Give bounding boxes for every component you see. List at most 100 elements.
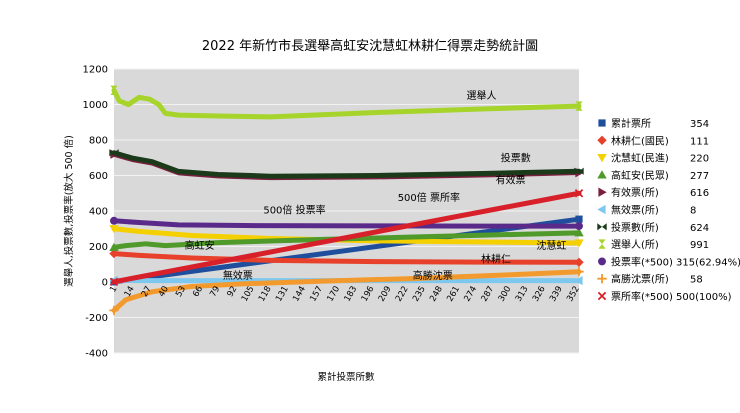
legend-marker-shape xyxy=(597,291,607,301)
legend-label: 高虹安(民眾) xyxy=(611,169,669,182)
legend-value: 315(62.94%) xyxy=(676,257,740,268)
series-line xyxy=(111,251,582,265)
legend-item: 投票數(所) 624 xyxy=(597,221,709,234)
legend-marker xyxy=(597,154,607,163)
data-point xyxy=(574,257,584,267)
legend-value: 616 xyxy=(690,188,709,199)
legend-value: 277 xyxy=(690,171,709,182)
data-point-shape xyxy=(575,101,583,111)
legend-label: 林耕仁(國民) xyxy=(611,134,669,147)
chart-title: 2022 年新竹市長選舉高虹安沈慧虹林耕仁得票走勢統計圖 xyxy=(202,38,538,54)
legend-marker-shape xyxy=(598,119,606,127)
x-tick-label: 53 xyxy=(174,285,188,299)
legend-item: 選舉人(所) 991 xyxy=(598,238,709,251)
x-tick-label: 1 xyxy=(108,285,119,295)
legend-marker-shape xyxy=(597,135,607,145)
legend-item: 無效票(所) 8 xyxy=(597,204,696,217)
data-point xyxy=(109,225,119,234)
data-point xyxy=(575,222,583,231)
legend-marker xyxy=(598,257,606,266)
series-layer xyxy=(109,85,584,316)
data-point-shape xyxy=(109,248,119,259)
series-line xyxy=(111,230,582,250)
series-7 xyxy=(110,85,583,120)
series-line xyxy=(111,150,582,179)
x-tick-label: 27 xyxy=(140,285,154,299)
legend-value: 354 xyxy=(690,119,709,130)
y-tick-label: 1000 xyxy=(83,100,108,111)
annotation-label: 無效票 xyxy=(223,269,253,282)
data-point xyxy=(110,85,118,95)
data-point-shape xyxy=(574,189,584,198)
legend-marker xyxy=(597,223,607,231)
data-point xyxy=(109,277,119,287)
series-6 xyxy=(109,149,584,179)
legend-marker-shape xyxy=(598,257,606,266)
annotation-label: 500倍 投票率 xyxy=(263,204,325,217)
x-tick-label: 14 xyxy=(123,285,137,299)
legend: 累計票所 354 林耕仁(國民) 111 沈慧虹(民進) 220 高虹安(民眾) 277 有效票… xyxy=(597,117,740,303)
annotation-label: 有效票 xyxy=(496,173,526,186)
legend-marker xyxy=(597,204,606,215)
legend-item: 林耕仁(國民) 111 xyxy=(597,134,709,147)
annotation-label: 高勝沈票 xyxy=(413,269,453,282)
legend-marker-shape xyxy=(598,239,606,249)
x-tick-label: 79 xyxy=(208,285,222,299)
legend-value: 500(100%) xyxy=(676,292,732,303)
legend-label: 票所率(*500) xyxy=(611,290,673,303)
annotation-label: 投票數 xyxy=(501,151,531,164)
legend-value: 220 xyxy=(690,154,709,165)
legend-value: 991 xyxy=(690,240,709,251)
legend-label: 無效票(所) xyxy=(611,204,659,217)
data-point-shape xyxy=(574,257,584,267)
legend-marker xyxy=(597,291,607,301)
legend-value: 111 xyxy=(690,136,709,147)
legend-marker-shape xyxy=(597,170,607,179)
series-1 xyxy=(109,248,584,267)
data-point-shape xyxy=(109,242,119,251)
series-line xyxy=(111,87,582,120)
legend-value: 8 xyxy=(690,206,696,217)
legend-marker xyxy=(598,119,606,127)
legend-item: 票所率(*500) 500(100%) xyxy=(597,290,732,303)
data-point-shape xyxy=(575,215,583,223)
data-point-shape xyxy=(109,305,119,316)
data-point-shape xyxy=(574,239,584,248)
legend-marker-shape xyxy=(597,274,607,284)
legend-marker xyxy=(597,135,607,145)
data-point xyxy=(574,228,584,237)
data-point xyxy=(574,189,584,198)
data-point xyxy=(109,248,119,259)
y-tick-label: -400 xyxy=(85,349,108,360)
legend-label: 沈慧虹(民進) xyxy=(611,152,669,165)
y-tick-label: 200 xyxy=(89,242,108,253)
data-point xyxy=(110,216,118,225)
y-axis-ticks: -400 -200 0 200 400 600 800 1000 1200 xyxy=(83,65,108,360)
data-point-shape xyxy=(575,222,583,231)
data-point xyxy=(109,149,119,157)
y-tick-label: 1200 xyxy=(83,65,108,76)
data-point-shape xyxy=(574,228,584,237)
series-3 xyxy=(109,228,584,251)
legend-item: 投票率(*500) 315(62.94%) xyxy=(598,255,740,268)
legend-label: 選舉人(所) xyxy=(611,238,659,251)
x-tick-label: 66 xyxy=(191,285,205,299)
x-tick-label: 92 xyxy=(225,285,239,299)
legend-marker-shape xyxy=(597,154,607,163)
legend-item: 累計票所 354 xyxy=(598,117,709,130)
series-9 xyxy=(109,267,584,316)
y-tick-label: 0 xyxy=(102,278,108,289)
data-point-shape xyxy=(110,216,118,225)
legend-marker-shape xyxy=(597,204,606,215)
series-8 xyxy=(110,216,583,231)
data-point xyxy=(574,267,584,277)
annotation-label: 500倍 票所率 xyxy=(398,191,460,204)
series-line xyxy=(111,218,582,229)
legend-marker xyxy=(598,187,607,197)
series-10 xyxy=(109,189,584,287)
data-point-shape xyxy=(574,167,584,175)
legend-item: 高勝沈票(所) 58 xyxy=(597,273,703,286)
